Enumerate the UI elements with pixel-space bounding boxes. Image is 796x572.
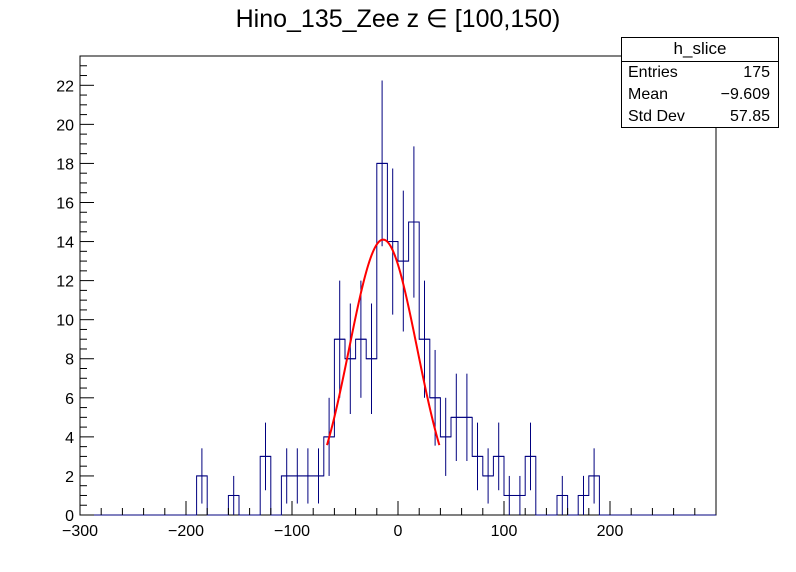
x-tick-label: −200 bbox=[168, 523, 204, 540]
y-tick-label: 14 bbox=[56, 235, 74, 252]
stats-box-name: h_slice bbox=[622, 38, 778, 62]
y-tick-label: 8 bbox=[65, 352, 74, 369]
x-tick-label: 0 bbox=[394, 523, 403, 540]
y-tick-label: 18 bbox=[56, 156, 74, 173]
x-tick-label: −100 bbox=[274, 523, 310, 540]
y-tick-label: 16 bbox=[56, 195, 74, 212]
y-tick-label: 0 bbox=[65, 508, 74, 525]
stats-entries-label: Entries bbox=[628, 64, 678, 81]
stats-mean-label: Mean bbox=[628, 86, 669, 103]
y-tick-label: 4 bbox=[65, 430, 74, 447]
stats-stddev-label: Std Dev bbox=[628, 108, 685, 125]
stats-entries-value: 175 bbox=[743, 64, 770, 81]
gaussian-fit-curve bbox=[326, 238, 441, 446]
stats-stddev-value: 57.85 bbox=[729, 108, 770, 125]
stats-mean-value: −9.609 bbox=[720, 86, 770, 103]
x-tick-label: −300 bbox=[62, 523, 98, 540]
y-tick-label: 12 bbox=[56, 274, 74, 291]
y-tick-label: 22 bbox=[56, 78, 74, 95]
y-tick-label: 10 bbox=[56, 313, 74, 330]
histogram-outline bbox=[80, 162, 716, 516]
y-tick-label: 2 bbox=[65, 469, 74, 486]
x-tick-label: 200 bbox=[597, 523, 624, 540]
stats-row-mean: Mean −9.609 bbox=[622, 84, 778, 106]
stats-box: h_slice Entries 175 Mean −9.609 Std Dev … bbox=[621, 37, 779, 128]
y-tick-label: 6 bbox=[65, 391, 74, 408]
stats-row-entries: Entries 175 bbox=[622, 62, 778, 84]
x-tick-label: 100 bbox=[491, 523, 518, 540]
chart-title: Hino_135_Zee z ∈ [100,150) bbox=[235, 5, 561, 33]
y-tick-label: 20 bbox=[56, 117, 74, 134]
stats-row-stddev: Std Dev 57.85 bbox=[622, 106, 778, 128]
